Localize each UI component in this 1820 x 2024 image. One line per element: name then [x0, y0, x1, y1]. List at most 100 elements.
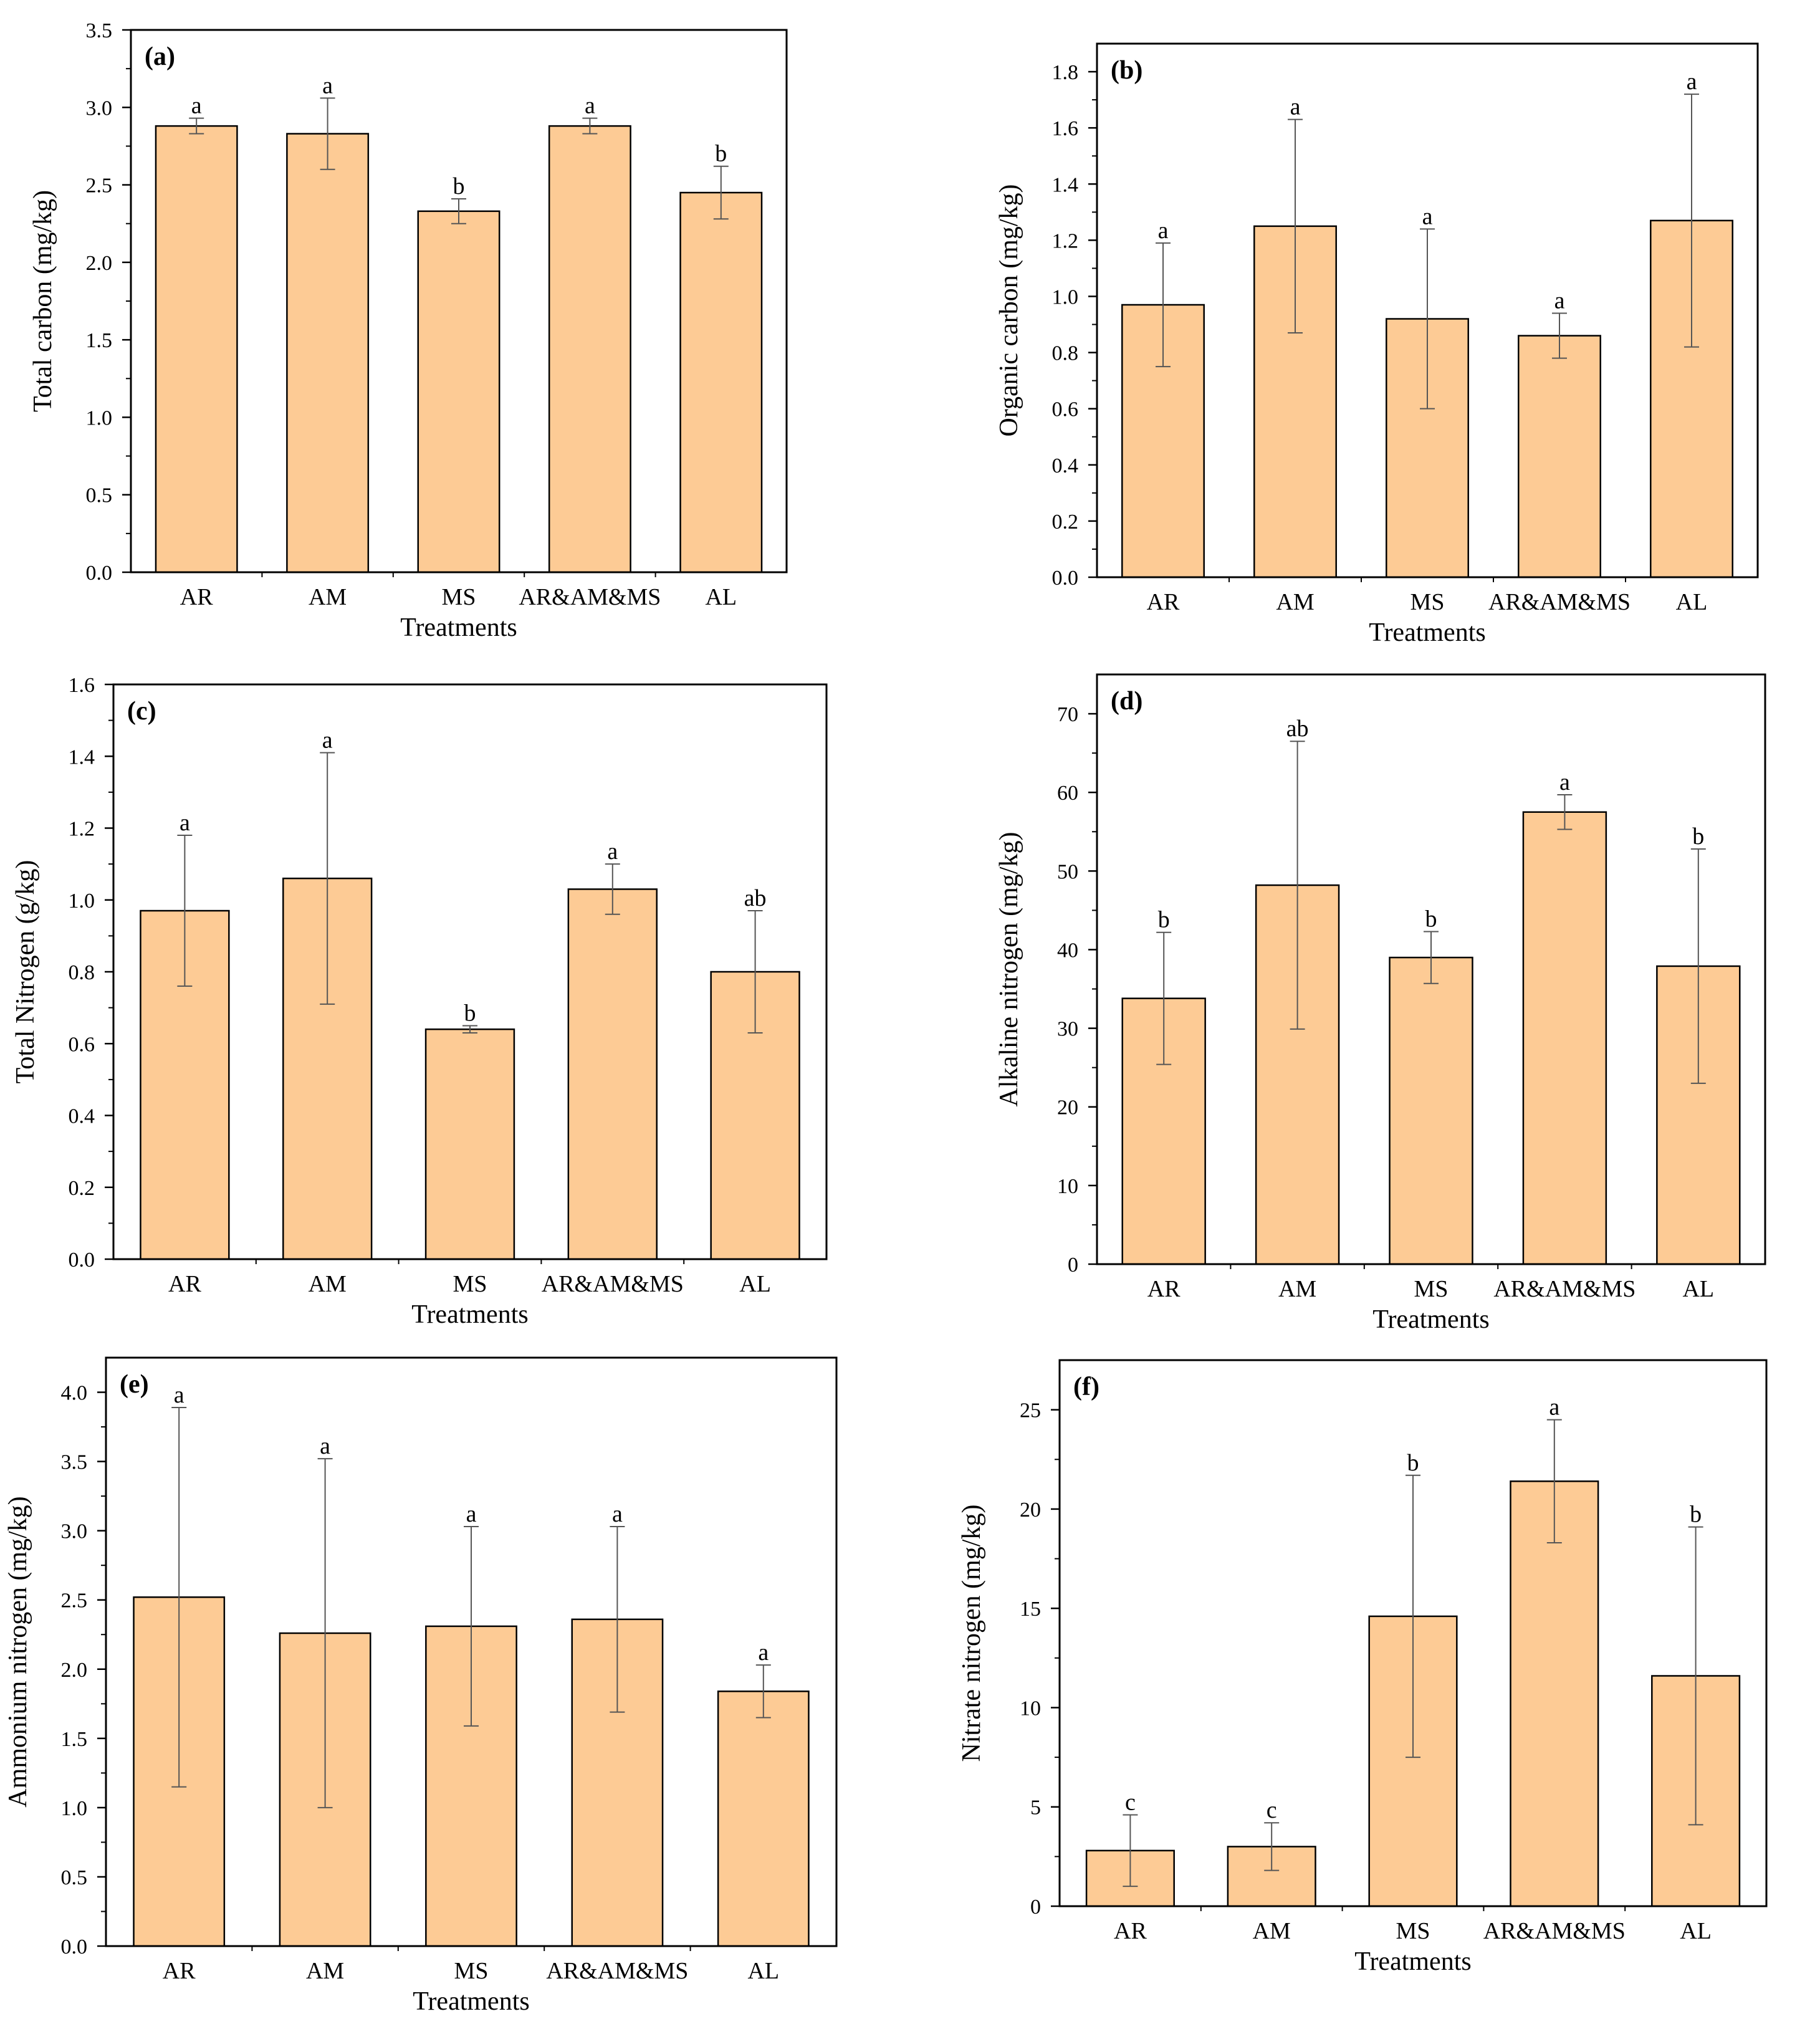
x-tick-label: MS	[453, 1271, 487, 1297]
panel-1: a AR a AM a MS a AR&AM&MS a AL 0.0 0.2 0.4 0.6 0.8 1.0 1…	[995, 42, 1759, 647]
x-axis-title: Treatments	[413, 1987, 529, 2016]
x-tick-label: MS	[1396, 1918, 1430, 1944]
error-bar	[1546, 1419, 1562, 1544]
y-tick-label: 1.4	[69, 746, 95, 769]
significance-letter: a	[1422, 203, 1433, 229]
error-bar	[317, 1458, 333, 1808]
significance-letter: a	[1687, 69, 1697, 95]
y-tick-label: 0	[1030, 1896, 1041, 1919]
significance-letter: a	[322, 727, 333, 753]
error-bar	[713, 165, 729, 220]
x-tick-label: MS	[1414, 1276, 1449, 1302]
significance-letter: a	[607, 838, 618, 865]
y-tick-label: 0.2	[69, 1177, 95, 1200]
y-tick-label: 0.4	[1052, 454, 1079, 477]
y-tick-label: 1.8	[1052, 61, 1079, 84]
x-tick-label: MS	[1410, 589, 1445, 615]
panel-2: a AR a AM b MS a AR&AM&MS ab AL 0.0 0.2 0.4 0.6 0.8 1.0…	[11, 674, 828, 1329]
x-tick-label: AM	[1278, 1276, 1316, 1302]
x-tick-label: AR&AM&MS	[1483, 1918, 1626, 1944]
bar	[155, 125, 238, 573]
significance-letter: a	[180, 810, 190, 836]
x-tick-label: AR&AM&MS	[546, 1958, 688, 1984]
significance-letter: a	[1554, 288, 1565, 314]
x-tick-label: AR&AM&MS	[519, 584, 661, 610]
y-tick-label: 1.2	[69, 818, 95, 841]
error-bar	[320, 97, 335, 170]
y-tick-label: 1.0	[86, 406, 113, 429]
x-axis-title: Treatments	[411, 1300, 528, 1329]
x-tick-label: AR	[1147, 1276, 1181, 1302]
y-tick-label: 3.5	[86, 19, 113, 42]
y-tick-label: 0.0	[69, 1249, 95, 1272]
y-tick-label: 2.5	[61, 1590, 88, 1613]
x-tick-label: AR&AM&MS	[1493, 1276, 1636, 1302]
error-bar	[1688, 1526, 1703, 1826]
significance-letter: ab	[744, 885, 767, 911]
error-bar	[1290, 741, 1305, 1030]
y-tick-label: 15	[1020, 1598, 1041, 1621]
panel-label: (c)	[127, 697, 156, 726]
y-tick-label: 1.0	[61, 1797, 88, 1820]
significance-letter: b	[1158, 907, 1170, 933]
y-axis-title: Nitrate nitrogen (mg/kg)	[957, 1505, 986, 1762]
x-tick-label: AR	[168, 1271, 201, 1297]
plot-frame	[1096, 42, 1759, 578]
y-tick-label: 3.0	[86, 97, 113, 120]
error-bar	[610, 1525, 625, 1713]
x-tick-label: AM	[309, 1271, 347, 1297]
bar	[1518, 335, 1601, 578]
significance-letter: b	[464, 1000, 476, 1026]
plot-frame	[105, 1356, 838, 1947]
bar	[286, 133, 370, 573]
x-axis-title: Treatments	[400, 613, 517, 642]
x-tick-label: AL	[1680, 1918, 1712, 1944]
significance-letter: ab	[1286, 716, 1309, 742]
error-bar	[171, 1406, 187, 1788]
error-bar	[1156, 242, 1171, 368]
x-tick-label: AL	[747, 1958, 779, 1984]
panel-label: (e)	[120, 1370, 149, 1399]
y-axis-title: Total Nitrogen (g/kg)	[11, 860, 40, 1084]
error-bar	[1156, 931, 1172, 1065]
error-bar	[451, 198, 466, 224]
significance-letter: b	[1425, 906, 1437, 932]
y-tick-label: 0.0	[61, 1935, 88, 1959]
y-tick-label: 3.5	[61, 1451, 88, 1474]
significance-letter: a	[1290, 94, 1301, 120]
significance-letter: b	[1690, 1502, 1702, 1528]
y-tick-label: 20	[1020, 1499, 1041, 1522]
y-tick-label: 2.5	[86, 175, 113, 198]
y-tick-label: 1.0	[1052, 285, 1079, 309]
error-bar	[1424, 931, 1439, 984]
x-tick-label: AL	[1676, 589, 1708, 615]
error-bar	[1557, 794, 1573, 830]
panel-label: (d)	[1111, 687, 1142, 716]
significance-letter: b	[453, 173, 465, 199]
significance-letter: c	[1125, 1789, 1136, 1815]
error-bar	[582, 117, 598, 135]
bar	[1389, 956, 1473, 1265]
x-tick-label: AR	[1147, 589, 1180, 615]
significance-letter: a	[1549, 1394, 1559, 1421]
error-bar	[462, 1025, 477, 1034]
error-bar	[1690, 848, 1706, 1084]
error-bar	[320, 752, 335, 1005]
panel-label: (b)	[1111, 56, 1142, 85]
y-tick-label: 10	[1057, 1175, 1078, 1198]
y-axis-title: Alkaline nitrogen (mg/kg)	[995, 832, 1023, 1107]
x-tick-label: AL	[739, 1271, 771, 1297]
error-bar	[1264, 1822, 1280, 1871]
error-bar	[189, 117, 204, 135]
panel-0: a AR a AM b MS a AR&AM&MS b AL 0.0 0.5 1.0 1.5 2.0 2.5 3…	[29, 19, 788, 642]
y-tick-label: 20	[1057, 1096, 1078, 1120]
x-tick-label: AR	[1114, 1918, 1147, 1944]
y-tick-label: 2.0	[86, 252, 113, 275]
y-tick-label: 0	[1068, 1254, 1078, 1277]
x-tick-label: AR&AM&MS	[1488, 589, 1631, 615]
bar	[1522, 811, 1607, 1265]
significance-letter: a	[612, 1501, 623, 1527]
significance-letter: a	[1158, 218, 1169, 244]
significance-letter: a	[466, 1501, 477, 1527]
y-tick-label: 0.4	[69, 1105, 95, 1128]
